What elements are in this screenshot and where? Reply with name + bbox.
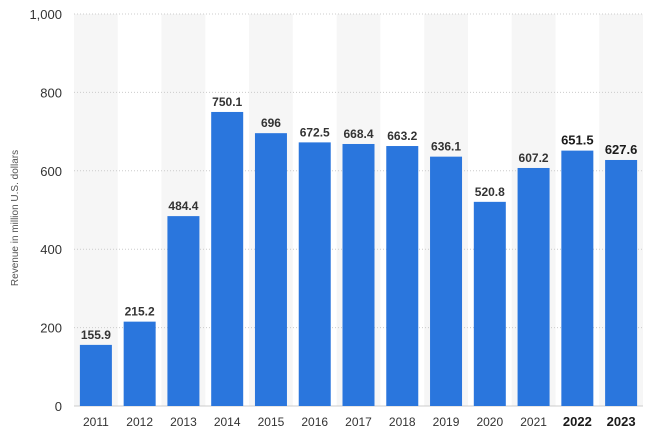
x-tick-label-2012: 2012 [126, 415, 153, 429]
bar-2023 [605, 159, 638, 406]
bar-2018 [386, 146, 419, 406]
x-tick-label-2016: 2016 [301, 415, 328, 429]
data-label-2022: 651.5 [561, 133, 594, 148]
x-tick-label-2014: 2014 [214, 415, 241, 429]
y-tick-label: 600 [40, 164, 62, 179]
x-tick-label-2023: 2023 [607, 414, 636, 429]
y-tick-label: 1,000 [29, 7, 62, 22]
y-tick-label: 800 [40, 85, 62, 100]
bar-2016 [298, 142, 331, 406]
x-tick-label-2021: 2021 [520, 415, 547, 429]
data-label-2011: 155.9 [81, 328, 111, 342]
x-tick-label-2019: 2019 [433, 415, 460, 429]
data-label-2021: 607.2 [519, 151, 549, 165]
x-tick-label-2018: 2018 [389, 415, 416, 429]
y-axis-ticks: 0 200 400 600 800 1,000 [29, 7, 62, 414]
column-band [74, 14, 118, 406]
data-label-2014: 750.1 [212, 95, 242, 109]
data-label-2019: 636.1 [431, 140, 461, 154]
bars [79, 111, 638, 407]
bar-2022 [561, 150, 594, 406]
data-label-2023: 627.6 [605, 142, 638, 157]
data-label-2017: 668.4 [343, 127, 373, 141]
bar-2012 [123, 321, 156, 406]
data-label-2013: 484.4 [168, 199, 198, 213]
x-tick-label-2013: 2013 [170, 415, 197, 429]
data-label-2016: 672.5 [300, 125, 330, 139]
data-label-2018: 663.2 [387, 129, 417, 143]
data-labels: 155.9 215.2 484.4 750.1 696 672.5 668.4 663.2 63… [81, 95, 638, 342]
data-label-2015: 696 [261, 116, 281, 130]
x-tick-label-2022: 2022 [563, 414, 592, 429]
x-tick-label-2017: 2017 [345, 415, 372, 429]
y-tick-label: 0 [55, 399, 62, 414]
x-tick-label-2020: 2020 [476, 415, 503, 429]
x-tick-label-2015: 2015 [258, 415, 285, 429]
bar-2021 [517, 167, 550, 406]
data-label-2012: 215.2 [125, 305, 155, 319]
bar-2014 [211, 111, 244, 406]
bar-2013 [167, 216, 200, 406]
bar-2019 [430, 156, 463, 406]
bar-2011 [79, 344, 112, 406]
y-tick-label: 200 [40, 321, 62, 336]
data-label-2020: 520.8 [475, 185, 505, 199]
x-tick-label-2011: 2011 [83, 415, 109, 429]
bar-2020 [473, 201, 506, 406]
y-tick-label: 400 [40, 242, 62, 257]
x-axis-ticks: 2011 2012 2013 2014 2015 2016 2017 2018 2019 2020… [83, 414, 636, 429]
bar-2017 [342, 143, 375, 407]
bar-2015 [254, 133, 287, 406]
y-axis-label: Revenue in million U.S. dollars [10, 150, 21, 286]
